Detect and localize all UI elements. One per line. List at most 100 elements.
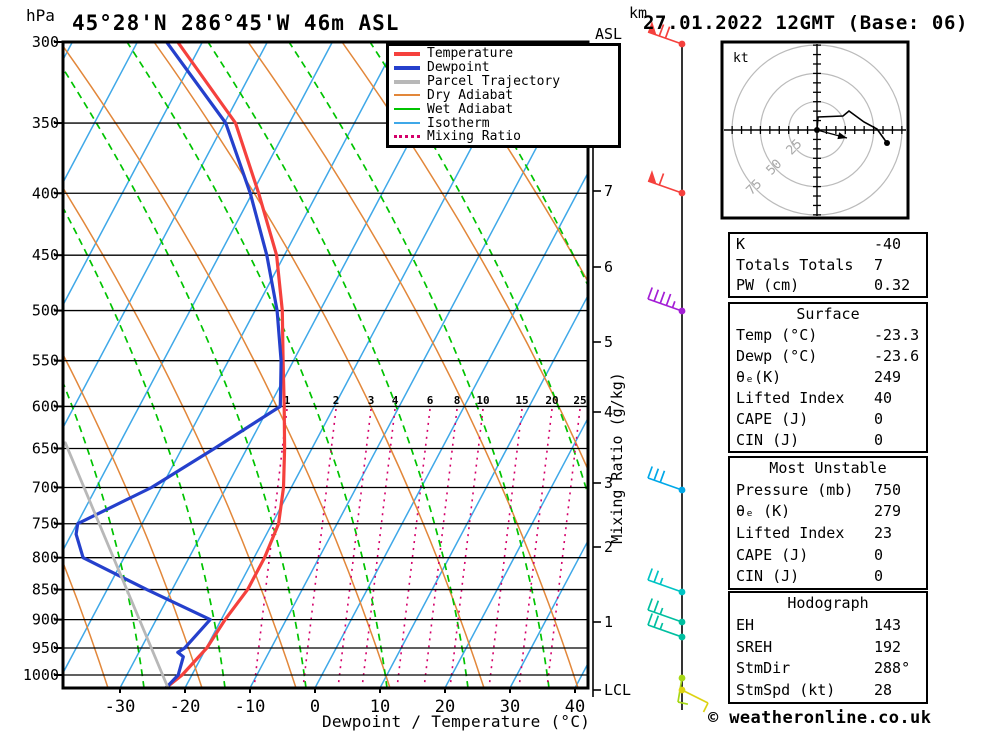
altitude-axis-unit-asl: ASL — [595, 25, 623, 43]
stat-value: 7 — [874, 255, 884, 274]
mixing-ratio-line — [337, 408, 372, 688]
pressure-tick-label: 950 — [32, 639, 59, 657]
isotherm-line — [63, 42, 334, 552]
legend-swatch-isotherm — [394, 122, 420, 125]
stat-label: Temp (°C) — [736, 326, 818, 344]
parcel-trajectory-curve — [63, 441, 170, 688]
stat-value: -40 — [874, 235, 902, 253]
stat-row: Lifted Index 23 — [730, 523, 926, 545]
legend-swatch-wet-adiabat — [394, 108, 420, 111]
stat-label: K — [736, 235, 746, 253]
temp-tick-label: 0 — [310, 697, 320, 717]
wind-barb-full — [658, 24, 665, 37]
wind-barb-full — [647, 598, 653, 611]
hodograph-end-dot — [884, 140, 890, 146]
isotherm-line — [509, 539, 588, 688]
mixing-ratio-line — [488, 408, 523, 688]
wet-adiabat-line — [63, 380, 145, 688]
axis-labels: 3003504004505005506006507007508008509009… — [23, 33, 585, 717]
stat-row: CIN (J) 0 — [730, 430, 926, 451]
copyright-notice: © weatheronline.co.uk — [708, 708, 932, 728]
wind-barb-full — [665, 293, 672, 306]
temp-tick-label: 40 — [565, 697, 585, 717]
stat-row: StmDir 288° — [730, 658, 926, 680]
dry-adiabat-line — [63, 560, 109, 688]
wind-barb — [647, 613, 686, 641]
wet-adiabat-line — [63, 205, 226, 688]
stat-row: Temp (°C) -23.3 — [730, 325, 926, 346]
isotherm-line — [444, 416, 588, 688]
legend-item: Wet Adiabat — [389, 103, 618, 116]
stat-row: CAPE (J) 0 — [730, 545, 926, 567]
wind-barb-half — [659, 607, 664, 615]
wind-barb-pennant — [648, 21, 657, 35]
temp-tick-label: 10 — [370, 697, 390, 717]
mixing-ratio-labels: 1 2 3 4 6 8 10 15 20 25 — [284, 394, 587, 407]
stat-row: CIN (J) 0 — [730, 566, 926, 588]
stat-row: CAPE (J) 0 — [730, 409, 926, 430]
stat-row: K -40 — [730, 234, 926, 255]
wind-barb-staff — [647, 624, 683, 638]
stat-table-hodograph: Hodograph EH 143 SREH 192 StmDir 288° StmSpd (k… — [728, 591, 928, 704]
legend-item: Dewpoint — [389, 61, 618, 74]
pressure-tick-label: 700 — [32, 478, 59, 496]
km-asl-axis: 7 6 5 4 3 2 1 LCL — [592, 46, 631, 699]
stat-value: 0 — [874, 431, 884, 449]
pressure-tick-label: 450 — [32, 246, 59, 264]
stat-label: Lifted Index — [736, 389, 845, 407]
stat-table-title: Hodograph — [787, 594, 869, 612]
wind-barb-full — [659, 470, 666, 483]
legend-label: Mixing Ratio — [427, 129, 521, 145]
stat-label: θₑ (K) — [736, 502, 791, 521]
legend-swatch-mixing-ratio — [394, 135, 420, 139]
stat-row: Dewp (°C) -23.6 — [730, 346, 926, 367]
mixing-ratio-line — [361, 408, 396, 688]
mixing-ratio-label: 8 — [454, 394, 461, 407]
wind-barb-staff — [647, 180, 683, 194]
wind-barb-full — [647, 568, 653, 581]
pressure-tick-label: 300 — [32, 33, 59, 51]
mixing-ratio-line — [396, 408, 431, 688]
km-tick-label: 3 — [604, 474, 613, 492]
wind-barb-full — [653, 468, 660, 481]
km-tick-label: 5 — [604, 333, 613, 351]
km-tick-label: 4 — [604, 403, 613, 421]
stat-row: θₑ (K) 279 — [730, 501, 926, 523]
wind-barb — [647, 170, 686, 197]
wind-barb-staff — [647, 609, 683, 623]
stat-label: CAPE (J) — [736, 410, 809, 428]
stat-row: StmSpd (kt) 28 — [730, 680, 926, 702]
stat-label: CIN (J) — [736, 567, 800, 586]
page-title: 45°28'N 286°45'W 46m ASL — [72, 11, 400, 35]
wind-barb-full — [653, 600, 660, 613]
stat-row: SREH 192 — [730, 637, 926, 659]
pressure-tick-label: 350 — [32, 114, 59, 132]
mixing-ratio-label: 15 — [515, 394, 528, 407]
pressure-axis-unit: hPa — [26, 6, 55, 25]
wind-barb-column — [647, 21, 709, 713]
stat-table-most-unstable: Most Unstable Pressure (mb) 750 θₑ (K) 279 Li… — [728, 456, 928, 590]
temp-tick-label: -20 — [170, 697, 201, 717]
temp-tick-label: 20 — [435, 697, 455, 717]
stat-row: Lifted Index 40 — [730, 388, 926, 409]
stat-label: Dewp (°C) — [736, 347, 818, 365]
dry-adiabat-line — [63, 44, 391, 688]
wind-barb-full — [647, 287, 653, 300]
stat-table-title: Surface — [796, 305, 860, 323]
wind-barb-full — [647, 466, 653, 479]
wet-adiabat-line — [288, 42, 550, 688]
pressure-tick-label: 800 — [32, 549, 59, 567]
wind-barb-staff — [647, 477, 683, 491]
wind-barb-half — [659, 622, 664, 630]
stat-row: Pressure (mb) 750 — [730, 480, 926, 502]
run-datetime: 27.01.2022 12GMT (Base: 06) — [643, 12, 969, 34]
stat-table-indices: K -40 Totals Totals 7 PW (cm) 0.32 — [728, 232, 928, 298]
mixing-ratio-line — [518, 408, 553, 688]
stat-value: 28 — [874, 681, 893, 700]
dry-adiabat-line — [153, 42, 485, 688]
stat-value: 0.32 — [874, 276, 911, 295]
pressure-tick-label: 850 — [32, 581, 59, 599]
stat-row: θₑ(K) 249 — [730, 367, 926, 388]
legend-item: Dry Adiabat — [389, 89, 618, 102]
